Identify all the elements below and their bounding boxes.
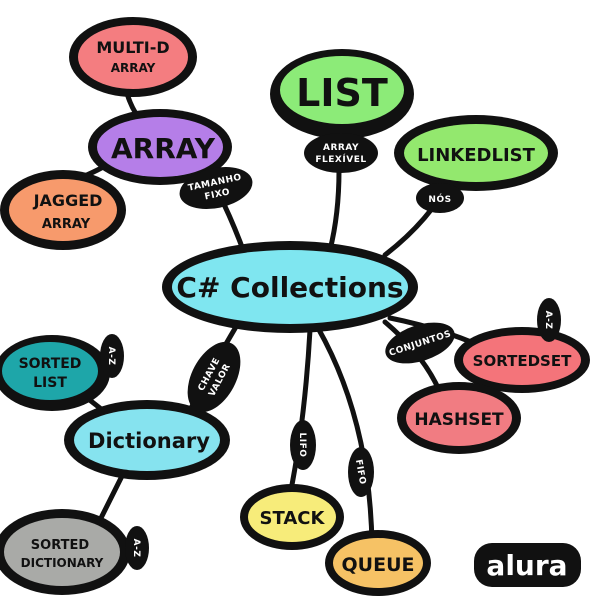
- node-sorteddictionary-label-2: DICTIONARY: [21, 556, 104, 570]
- node-array-label: ARRAY: [111, 132, 216, 165]
- node-array-fill: [97, 117, 223, 177]
- node-array: ARRAY: [88, 109, 232, 185]
- edge-label-array-flexivel-1: ARRAY: [323, 143, 359, 153]
- edge-label-nos-text: NÓS: [428, 193, 451, 205]
- edge-label-az-sorteddict: A-Z: [125, 526, 149, 570]
- node-sortedset-fill: [463, 335, 581, 385]
- node-stack: STACK: [240, 484, 344, 550]
- node-linkedlist-fill: [404, 124, 548, 182]
- node-queue: QUEUE: [325, 530, 431, 596]
- node-dictionary: Dictionary: [64, 400, 230, 480]
- node-multid-label-2: ARRAY: [111, 61, 156, 75]
- edge-label-conjuntos: CONJUNTOS: [385, 322, 455, 364]
- node-sortedlist: SORTED LIST: [0, 335, 110, 411]
- node-multid-label-1: MULTI-D: [96, 38, 169, 57]
- edge-label-array-flexivel: ARRAY FLEXÍVEL: [304, 133, 378, 173]
- node-list-fill: [280, 56, 404, 124]
- node-center-fill: [172, 250, 408, 324]
- node-stack-fill: [248, 492, 336, 542]
- edge-label-nos: NÓS: [416, 183, 464, 213]
- node-queue-fill: [333, 538, 423, 588]
- connector-center-stack: [287, 327, 313, 498]
- alura-logo-text: alura: [486, 549, 567, 582]
- node-sortedlist-fill: [2, 342, 98, 400]
- edge-label-lifo-text: LIFO: [297, 433, 307, 458]
- edge-label-lifo: LIFO: [290, 420, 316, 470]
- edge-label-az-sorteddict-text: A-Z: [131, 539, 141, 558]
- edge-label-fifo-text: FIFO: [353, 459, 367, 486]
- edge-label-chave-valor: CHAVE VALOR: [187, 341, 241, 413]
- node-center: C# Collections: [162, 241, 418, 333]
- alura-logo: alura: [474, 543, 581, 587]
- node-hashset: HASHSET: [397, 382, 521, 454]
- node-sortedlist-label-2: LIST: [33, 375, 67, 391]
- node-sorteddictionary-label-1: SORTED: [31, 538, 90, 553]
- edge-label-az-sortedset: A-Z: [537, 298, 561, 342]
- node-hashset-fill: [406, 390, 512, 446]
- node-jagged-fill: [9, 179, 117, 241]
- node-sortedset-label: SORTEDSET: [473, 352, 572, 370]
- node-jagged-label-1: JAGGED: [33, 191, 103, 210]
- edge-label-fifo: FIFO: [348, 447, 374, 497]
- edge-label-array-flexivel-2: FLEXÍVEL: [315, 153, 366, 165]
- connector-center-queue: [315, 325, 375, 548]
- edge-label-az-sortedlist-text: A-Z: [106, 347, 116, 366]
- edge-label-az-sortedset-text: A-Z: [543, 311, 553, 330]
- node-jagged: JAGGED ARRAY: [0, 170, 126, 250]
- node-multid: MULTI-D ARRAY: [69, 17, 197, 97]
- node-dictionary-label: Dictionary: [88, 429, 210, 453]
- node-multid-fill: [78, 25, 188, 89]
- node-hashset-label: HASHSET: [414, 410, 504, 430]
- edge-label-tamanho-fixo: TAMANHO FIXO: [179, 166, 253, 210]
- node-list: LIST: [270, 49, 414, 139]
- node-jagged-label-2: ARRAY: [42, 217, 91, 232]
- node-sorteddictionary: SORTED DICTIONARY: [0, 509, 130, 595]
- node-sortedlist-label-1: SORTED: [19, 356, 82, 372]
- edge-label-az-sortedlist: A-Z: [100, 334, 124, 378]
- node-sorteddictionary-fill: [4, 518, 120, 586]
- node-sortedset: SORTEDSET: [454, 327, 590, 393]
- node-queue-label: QUEUE: [342, 554, 415, 576]
- node-stack-label: STACK: [260, 508, 326, 529]
- node-dictionary-fill: [74, 409, 220, 471]
- node-linkedlist-label: LINKEDLIST: [417, 145, 536, 166]
- node-linkedlist: LINKEDLIST: [394, 115, 558, 191]
- node-list-label: LIST: [296, 71, 388, 115]
- node-center-label: C# Collections: [176, 271, 403, 304]
